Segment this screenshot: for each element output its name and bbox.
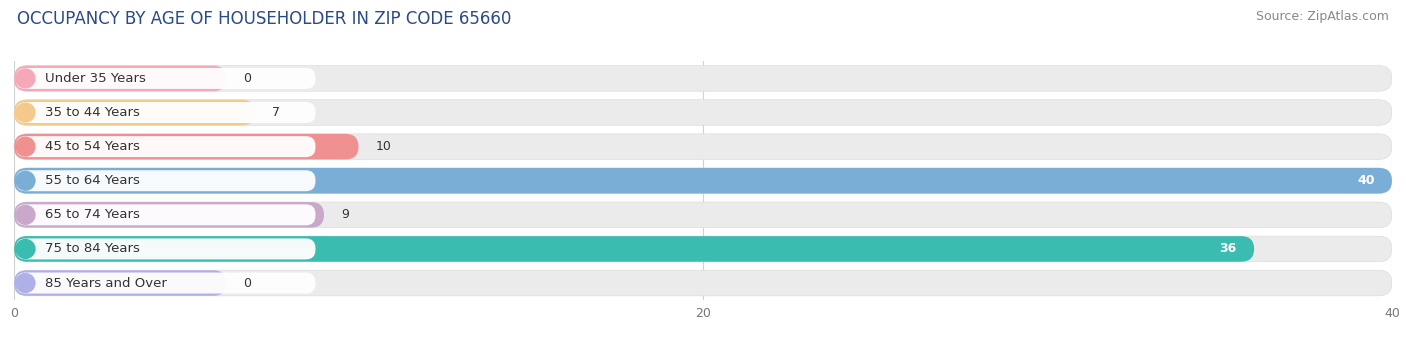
Text: 55 to 64 Years: 55 to 64 Years — [45, 174, 141, 187]
FancyBboxPatch shape — [15, 204, 315, 225]
Text: 85 Years and Over: 85 Years and Over — [45, 277, 167, 290]
Text: 35 to 44 Years: 35 to 44 Years — [45, 106, 141, 119]
Text: OCCUPANCY BY AGE OF HOUSEHOLDER IN ZIP CODE 65660: OCCUPANCY BY AGE OF HOUSEHOLDER IN ZIP C… — [17, 10, 512, 28]
Circle shape — [15, 239, 35, 258]
Text: Source: ZipAtlas.com: Source: ZipAtlas.com — [1256, 10, 1389, 23]
Text: 45 to 54 Years: 45 to 54 Years — [45, 140, 141, 153]
Circle shape — [15, 103, 35, 122]
Circle shape — [15, 171, 35, 190]
Text: 65 to 74 Years: 65 to 74 Years — [45, 208, 141, 221]
FancyBboxPatch shape — [14, 134, 359, 160]
Text: 10: 10 — [375, 140, 392, 153]
FancyBboxPatch shape — [14, 100, 1392, 125]
FancyBboxPatch shape — [15, 136, 315, 157]
FancyBboxPatch shape — [14, 168, 1392, 194]
FancyBboxPatch shape — [14, 202, 1392, 228]
Text: 40: 40 — [1357, 174, 1375, 187]
FancyBboxPatch shape — [14, 202, 325, 228]
FancyBboxPatch shape — [15, 102, 315, 123]
Circle shape — [15, 69, 35, 88]
FancyBboxPatch shape — [14, 100, 256, 125]
Text: 36: 36 — [1219, 242, 1237, 255]
FancyBboxPatch shape — [14, 270, 1392, 296]
Text: 75 to 84 Years: 75 to 84 Years — [45, 242, 141, 255]
Text: 0: 0 — [243, 72, 252, 85]
Text: 9: 9 — [342, 208, 349, 221]
FancyBboxPatch shape — [15, 170, 315, 191]
Circle shape — [15, 137, 35, 156]
FancyBboxPatch shape — [14, 236, 1254, 262]
Text: 7: 7 — [273, 106, 280, 119]
FancyBboxPatch shape — [14, 168, 1392, 194]
FancyBboxPatch shape — [14, 66, 226, 91]
FancyBboxPatch shape — [14, 270, 226, 296]
FancyBboxPatch shape — [14, 134, 1392, 160]
FancyBboxPatch shape — [15, 272, 315, 294]
Text: Under 35 Years: Under 35 Years — [45, 72, 146, 85]
FancyBboxPatch shape — [14, 66, 1392, 91]
Circle shape — [15, 273, 35, 293]
Text: 0: 0 — [243, 277, 252, 290]
FancyBboxPatch shape — [15, 238, 315, 260]
FancyBboxPatch shape — [14, 236, 1392, 262]
Circle shape — [15, 205, 35, 224]
FancyBboxPatch shape — [15, 68, 315, 89]
